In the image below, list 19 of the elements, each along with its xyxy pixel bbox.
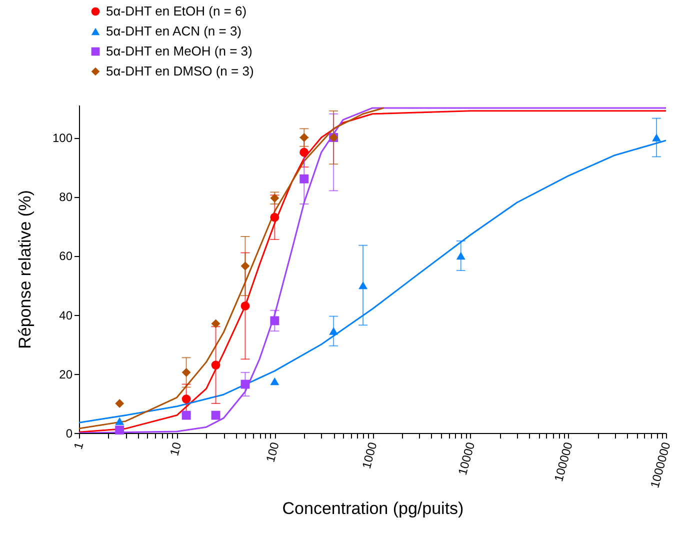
x-tick-label: 100 bbox=[263, 440, 282, 464]
y-axis-title: Réponse relative (%) bbox=[15, 190, 34, 349]
x-axis-title: Concentration (pg/puits) bbox=[282, 499, 464, 518]
x-tick-label: 10000 bbox=[455, 440, 478, 477]
legend-label: 5α-DHT en ACN (n = 3) bbox=[106, 24, 242, 38]
x-tick-label: 10 bbox=[167, 440, 184, 458]
y-tick-label: 20 bbox=[59, 367, 73, 382]
x-tick-label: 100000 bbox=[552, 440, 576, 483]
legend-label: 5α-DHT en EtOH (n = 6) bbox=[106, 4, 247, 18]
x-tick-label: 1 bbox=[71, 440, 86, 451]
legend-label: 5α-DHT en DMSO (n = 3) bbox=[106, 64, 254, 78]
y-tick-label: 80 bbox=[59, 190, 73, 204]
x-tick-label: 1000 bbox=[359, 440, 380, 470]
y-tick-label: 0 bbox=[66, 426, 73, 440]
y-tick-label: 60 bbox=[59, 249, 73, 264]
y-tick-label: 40 bbox=[59, 308, 73, 322]
y-tick-label: 100 bbox=[52, 131, 73, 146]
legend-label: 5α-DHT en MeOH (n = 3) bbox=[106, 44, 252, 58]
x-tick-label: 1000000 bbox=[648, 440, 674, 490]
